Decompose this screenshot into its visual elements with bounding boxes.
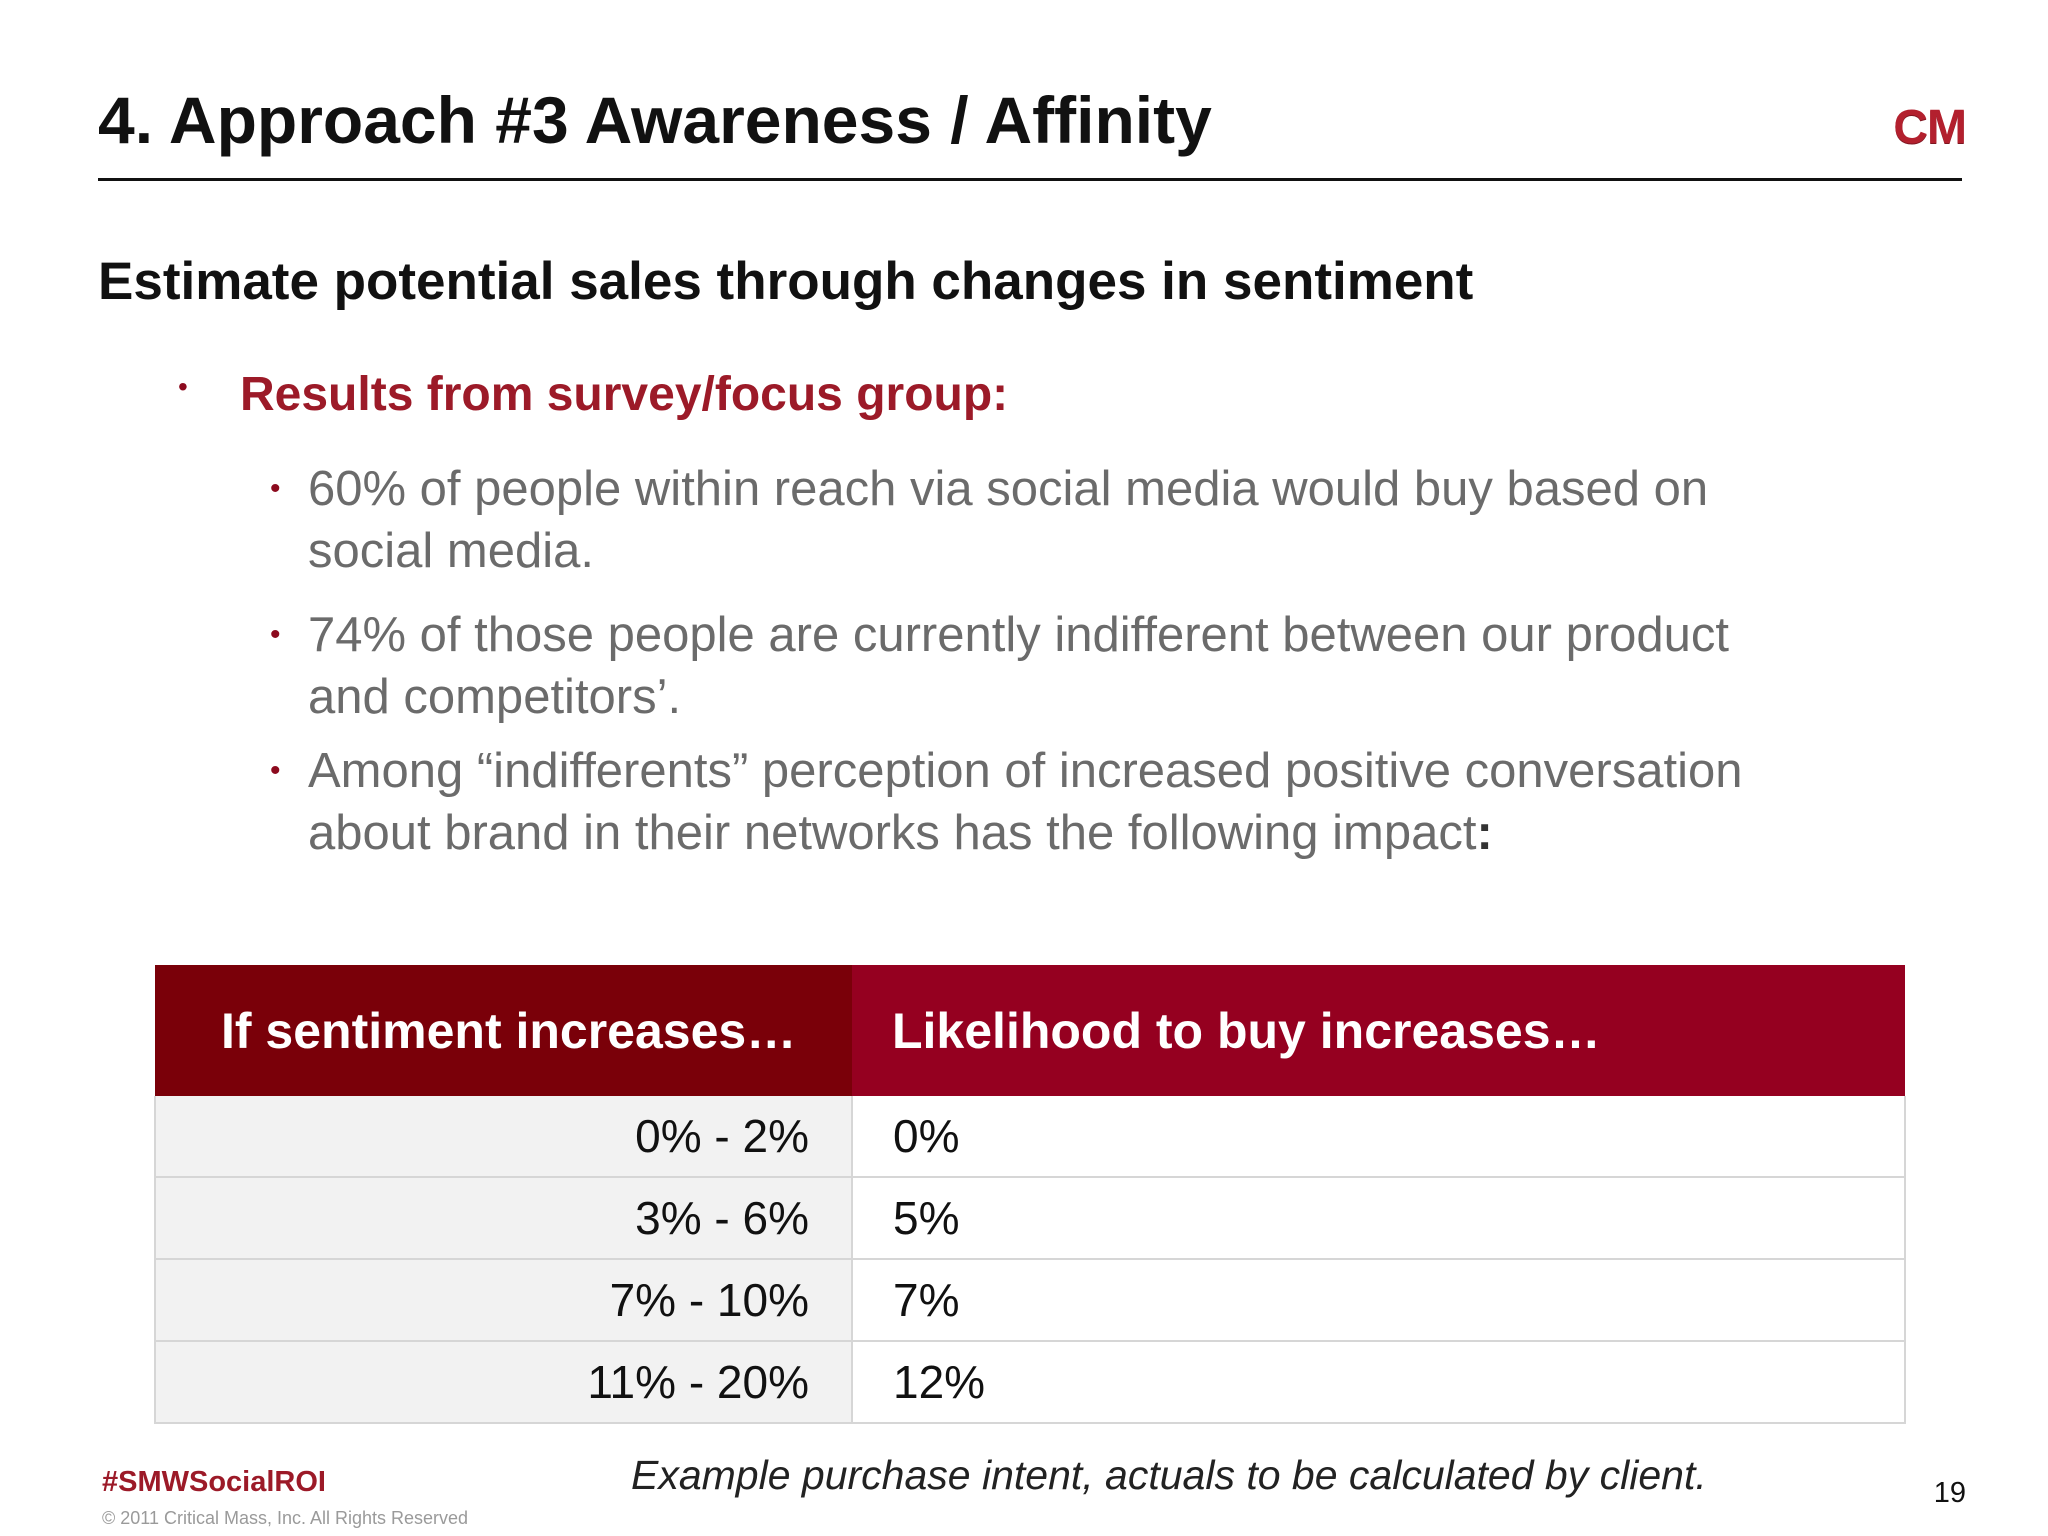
table-row: 7% - 10% 7% (154, 1259, 1906, 1342)
table-header-row: If sentiment increases… Likelihood to bu… (155, 965, 1905, 1096)
table-cell-likelihood: 5% (852, 1177, 1906, 1260)
bullet-item: • 60% of people within reach via social … (270, 458, 1788, 582)
title-divider (98, 178, 1962, 181)
table-footnote: Example purchase intent, actuals to be c… (631, 1452, 1707, 1498)
table-row: 0% - 2% 0% (154, 1096, 1906, 1178)
table-cell-sentiment: 11% - 20% (154, 1341, 853, 1424)
table-cell-likelihood: 12% (852, 1341, 1906, 1424)
bullet-item-text: 74% of those people are currently indiff… (308, 608, 1729, 724)
bullet-item-text-body: Among “indifferents” perception of incre… (308, 744, 1743, 860)
column-header-sentiment: If sentiment increases… (155, 965, 852, 1096)
bullet-dot-icon: • (270, 618, 281, 651)
sentiment-likelihood-table: If sentiment increases… Likelihood to bu… (154, 965, 1906, 1424)
slide-subtitle: Estimate potential sales through changes… (98, 252, 1474, 311)
column-header-likelihood: Likelihood to buy increases… (852, 965, 1905, 1096)
table-cell-sentiment: 0% - 2% (154, 1096, 853, 1178)
bullet-item-colon: : (1476, 806, 1493, 860)
bullet-level1-text: Results from survey/focus group: (240, 368, 1009, 421)
bullet-level1: • Results from survey/focus group: (178, 366, 1008, 424)
page-title: 4. Approach #3 Awareness / Affinity (98, 83, 1212, 157)
bullet-dot-icon: • (270, 472, 281, 505)
company-logo: CM (1893, 101, 1967, 154)
bullet-item: • 74% of those people are currently indi… (270, 604, 1788, 728)
table-row: 11% - 20% 12% (154, 1341, 1906, 1424)
footer-hashtag: #SMWSocialROI (102, 1466, 326, 1498)
bullet-dot-icon: • (178, 371, 188, 402)
table-cell-sentiment: 3% - 6% (154, 1177, 853, 1260)
table-cell-likelihood: 7% (852, 1259, 1906, 1342)
bullet-item-text: 60% of people within reach via social me… (308, 462, 1709, 578)
footer-copyright: © 2011 Critical Mass, Inc. All Rights Re… (102, 1508, 469, 1528)
table-cell-sentiment: 7% - 10% (154, 1259, 853, 1342)
bullet-dot-icon: • (270, 754, 281, 787)
bullet-item: • Among “indifferents” perception of inc… (270, 740, 1788, 864)
table-cell-likelihood: 0% (852, 1096, 1906, 1178)
page-number: 19 (1933, 1477, 1966, 1509)
table-row: 3% - 6% 5% (154, 1177, 1906, 1260)
bullet-item-text: Among “indifferents” perception of incre… (308, 740, 1788, 864)
